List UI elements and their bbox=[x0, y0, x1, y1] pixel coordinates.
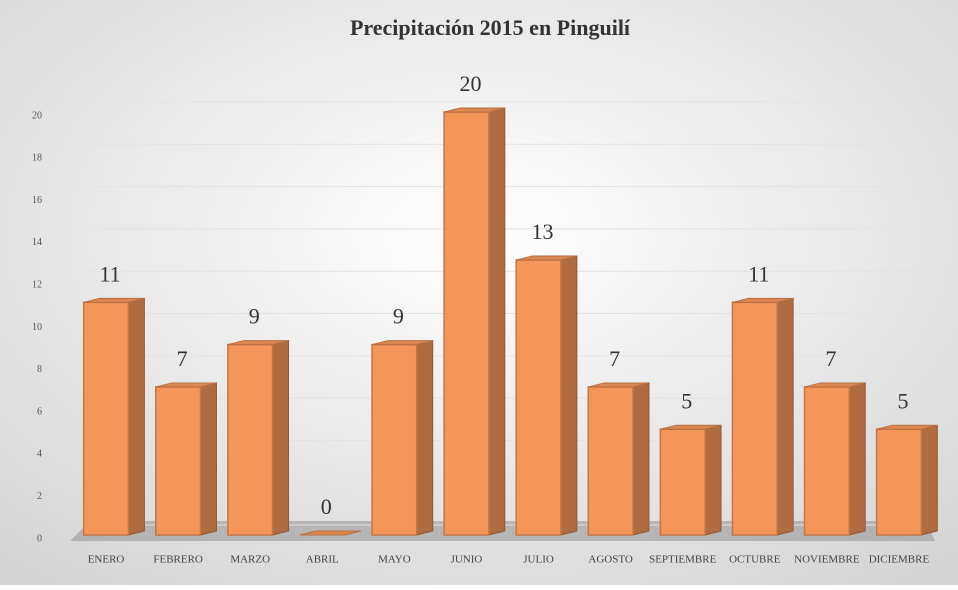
bar-front bbox=[875, 428, 923, 536]
y-tick-label: 16 bbox=[32, 195, 42, 206]
bar-top bbox=[732, 297, 794, 303]
x-tick-label: MARZO bbox=[230, 554, 270, 566]
value-label: 7 bbox=[825, 346, 836, 371]
bar-front bbox=[659, 428, 706, 536]
y-tick-label: 18 bbox=[32, 153, 42, 164]
bar bbox=[443, 107, 506, 536]
bar-top bbox=[660, 424, 722, 430]
y-tick-label: 10 bbox=[32, 322, 42, 333]
x-tick-label: SEPTIEMBRE bbox=[649, 554, 717, 566]
value-label: 0 bbox=[321, 494, 332, 519]
bar-top bbox=[83, 297, 145, 303]
bar-top bbox=[516, 255, 578, 261]
bar-side bbox=[920, 424, 938, 536]
x-tick-label: ENERO bbox=[88, 554, 125, 566]
y-tick-label: 4 bbox=[37, 449, 42, 460]
y-tick-label: 8 bbox=[37, 364, 42, 375]
x-tick-label: JUNIO bbox=[451, 554, 483, 566]
y-tick-label: 14 bbox=[32, 237, 42, 248]
bar-side bbox=[127, 297, 145, 536]
bar-front bbox=[731, 301, 778, 536]
value-label: 5 bbox=[681, 388, 692, 413]
bar-front bbox=[82, 301, 130, 536]
x-tick-label: JULIO bbox=[523, 554, 554, 566]
x-tick-label: NOVIEMBRE bbox=[794, 554, 860, 566]
bar-side bbox=[416, 340, 434, 536]
bar-side bbox=[776, 297, 794, 536]
bar bbox=[299, 530, 361, 536]
bar-side bbox=[560, 255, 578, 536]
bar-top bbox=[227, 340, 289, 346]
bar bbox=[803, 382, 866, 536]
x-tick-label: FEBRERO bbox=[153, 554, 203, 566]
bar-side bbox=[199, 382, 217, 536]
value-label: 20 bbox=[459, 71, 481, 96]
value-label: 5 bbox=[897, 388, 908, 413]
bar bbox=[731, 297, 794, 536]
bar bbox=[155, 382, 217, 536]
value-label: 11 bbox=[748, 261, 769, 286]
bar-top bbox=[299, 530, 361, 536]
bar-front bbox=[227, 343, 274, 536]
bar-front bbox=[515, 259, 562, 536]
bar bbox=[587, 382, 650, 536]
bar-side bbox=[632, 382, 650, 536]
bar-front bbox=[443, 111, 490, 536]
value-label: 9 bbox=[249, 304, 260, 329]
bar-side bbox=[848, 382, 866, 536]
bar-top bbox=[443, 107, 505, 113]
bar bbox=[515, 255, 578, 536]
y-tick-label: 20 bbox=[32, 110, 42, 121]
bar bbox=[659, 424, 722, 536]
bar-front bbox=[371, 343, 418, 536]
bar-front bbox=[155, 386, 202, 536]
bar bbox=[371, 340, 434, 536]
x-tick-label: ABRIL bbox=[306, 554, 339, 566]
bar bbox=[82, 297, 145, 536]
bar-front bbox=[803, 386, 850, 536]
bar bbox=[227, 340, 290, 536]
bar-top bbox=[876, 424, 938, 430]
bar-side bbox=[488, 107, 506, 536]
bar-side bbox=[704, 424, 722, 536]
bar-front bbox=[587, 386, 634, 536]
x-tick-label: OCTUBRE bbox=[729, 554, 781, 566]
bar-top bbox=[371, 340, 433, 346]
chart-title: Precipitación 2015 en Pinguilí bbox=[350, 15, 631, 40]
x-tick-label: MAYO bbox=[378, 554, 411, 566]
x-tick-label: AGOSTO bbox=[588, 554, 632, 566]
bar-top bbox=[155, 382, 217, 388]
x-tick-label: DICIEMBRE bbox=[869, 554, 930, 566]
y-tick-label: 12 bbox=[32, 279, 42, 290]
y-tick-label: 0 bbox=[37, 533, 42, 544]
value-label: 7 bbox=[177, 346, 188, 371]
bar-side bbox=[272, 340, 290, 536]
bar-top bbox=[804, 382, 866, 388]
value-label: 7 bbox=[609, 346, 620, 371]
bar-top bbox=[588, 382, 650, 388]
value-label: 9 bbox=[393, 304, 404, 329]
bar bbox=[875, 424, 938, 536]
y-tick-label: 6 bbox=[37, 406, 42, 417]
y-tick-label: 2 bbox=[37, 491, 42, 502]
value-label: 13 bbox=[532, 219, 554, 244]
value-label: 11 bbox=[99, 261, 120, 286]
